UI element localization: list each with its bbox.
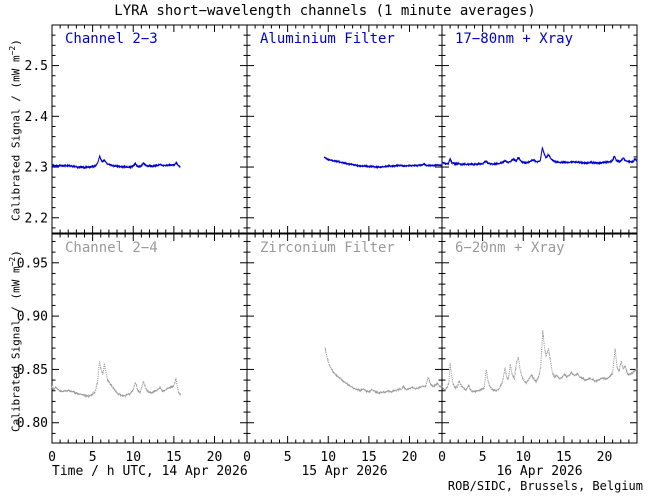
series-line	[441, 146, 638, 167]
panel-label-aluminium-filter: Aluminium Filter	[260, 31, 395, 47]
x-tick-label: 10	[320, 450, 336, 465]
series-line	[441, 330, 638, 394]
series-line	[324, 347, 443, 395]
x-axis-caption-15-apr: 15 Apr 2026	[301, 464, 388, 479]
x-tick-label: 10	[125, 450, 141, 465]
y-axis-label-bottom: Calibrated Signal / (mW m−2)	[8, 250, 23, 432]
y-axis-label-text: Calibrated Signal / (mW m	[9, 55, 23, 221]
x-tick-label: 15	[556, 450, 572, 465]
panel-frame	[51, 233, 248, 444]
x-tick-label: 0	[48, 450, 56, 465]
panel-label-channel-2-3: Channel 2−3	[65, 31, 158, 47]
panel-label-17-80nm-xray: 17−80nm + Xray	[455, 31, 574, 47]
chart-title: LYRA short−wavelength channels (1 minute…	[114, 3, 536, 19]
y-axis-label-text: Calibrated Signal / (mW m	[9, 266, 23, 432]
x-tick-label: 10	[515, 450, 531, 465]
x-axis-caption-14-apr: Time / h UTC, 14 Apr 2026	[52, 464, 248, 479]
x-tick-label: 0	[243, 450, 251, 465]
y-tick-label: 2.2	[25, 211, 48, 226]
credit-text: ROB/SIDC, Brussels, Belgium	[447, 479, 643, 493]
x-tick-label: 5	[89, 450, 97, 465]
y-axis-label-sup: −2	[8, 256, 17, 267]
panel-frame	[246, 233, 443, 444]
x-tick-label: 20	[402, 450, 418, 465]
x-axis-caption-16-apr: 16 Apr 2026	[496, 464, 583, 479]
x-tick-label: 15	[361, 450, 377, 465]
x-tick-label: 5	[284, 450, 292, 465]
y-tick-label: 0.85	[17, 363, 48, 378]
x-tick-label: 0	[438, 450, 446, 465]
y-tick-label: 2.3	[25, 161, 48, 176]
panel-label-channel-2-4: Channel 2−4	[65, 240, 158, 256]
panel-label-zirconium-filter: Zirconium Filter	[260, 240, 395, 256]
y-axis-label-close: )	[9, 250, 23, 257]
y-axis-label-sup: −2	[8, 45, 17, 56]
y-axis-label-close: )	[9, 39, 23, 46]
x-tick-label: 5	[479, 450, 487, 465]
series-line	[51, 154, 181, 170]
panel-frame	[441, 24, 638, 234]
panel-label-6-20nm-xray: 6−20nm + Xray	[455, 240, 565, 256]
y-axis-label-top: Calibrated Signal / (mW m−2)	[8, 39, 23, 221]
y-tick-label: 2.5	[25, 59, 48, 74]
y-tick-label: 0.90	[17, 310, 48, 325]
y-tick-label: 0.80	[17, 416, 48, 431]
panel-frame	[441, 233, 638, 444]
series-line	[51, 360, 181, 399]
y-tick-label: 2.4	[25, 110, 49, 125]
x-tick-label: 20	[207, 450, 223, 465]
panel-frame	[51, 24, 248, 234]
x-tick-label: 20	[597, 450, 613, 465]
x-tick-label: 15	[166, 450, 182, 465]
panel-frame	[246, 24, 443, 234]
y-tick-label: 0.95	[17, 256, 48, 271]
series-line	[323, 156, 443, 170]
